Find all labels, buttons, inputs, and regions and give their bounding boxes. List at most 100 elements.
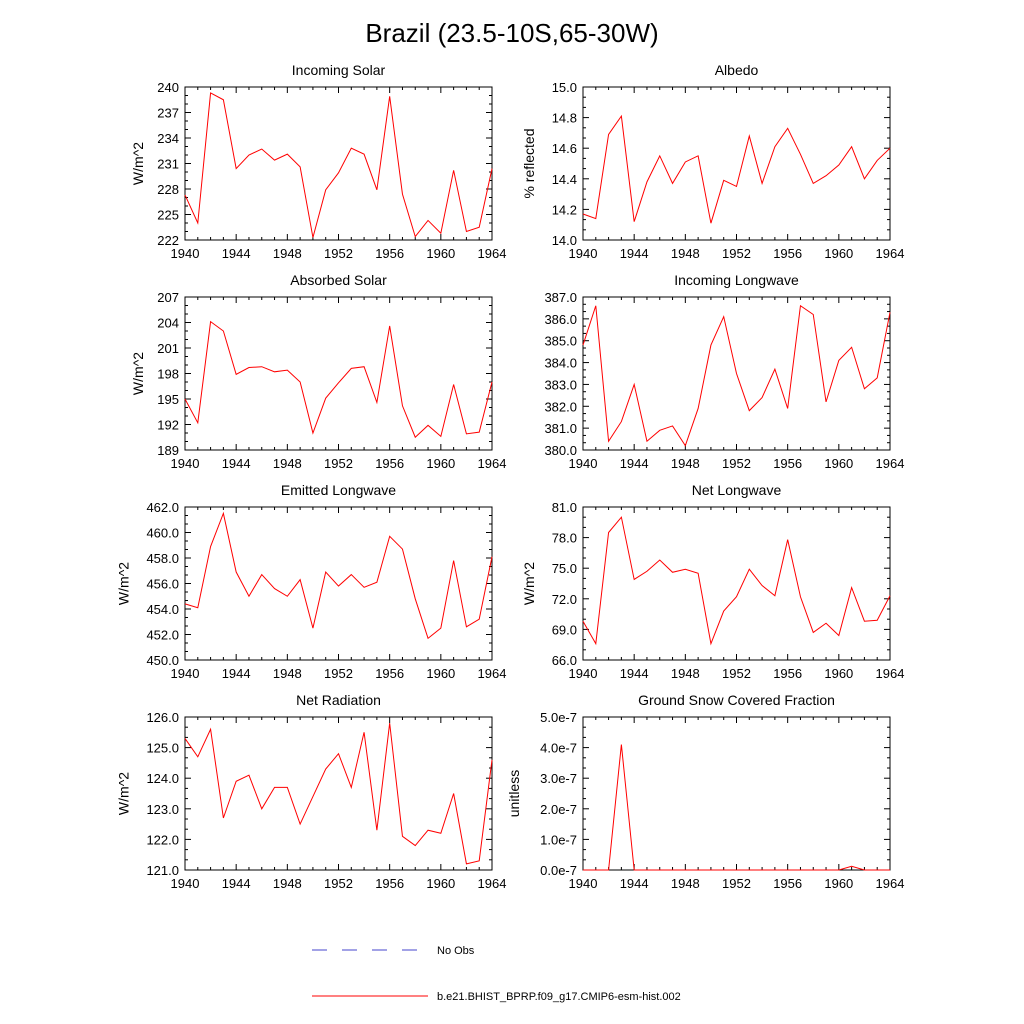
x-tick-label: 1956 [773, 666, 802, 681]
x-tick-label: 1952 [324, 876, 353, 891]
panels: Incoming Solar 1940 1944 1948 1952 1956 1960 19… [116, 62, 905, 891]
panel-net-longwave: Net Longwave 1940 1944 1948 1952 1956 1960 1964… [521, 482, 905, 681]
x-tick-label: 1956 [773, 246, 802, 261]
y-tick-label: 234 [157, 131, 179, 146]
x-tick-label: 1960 [426, 456, 455, 471]
y-axis-label: W/m^2 [130, 352, 146, 395]
panel-title: Absorbed Solar [290, 272, 387, 288]
y-tick-label: 15.0 [552, 80, 577, 95]
y-tick-label: 462.0 [146, 500, 179, 515]
x-tick-label: 1956 [375, 876, 404, 891]
x-tick-label: 1940 [171, 666, 200, 681]
x-tick-label: 1964 [478, 876, 507, 891]
x-tick-label: 1960 [426, 666, 455, 681]
plot-frame [582, 86, 891, 241]
panel-ground-snow-covered-fraction: Ground Snow Covered Fraction 1940 1944 1948… [506, 692, 904, 891]
y-tick-label: 69.0 [552, 622, 577, 637]
y-tick-label: 1.0e-7 [540, 832, 577, 847]
x-tick-label: 1956 [773, 456, 802, 471]
series-line-incoming-solar [184, 92, 493, 238]
x-tick-label: 1952 [722, 456, 751, 471]
x-tick-label: 1944 [222, 456, 251, 471]
x-tick-label: 1948 [273, 666, 302, 681]
panel-incoming-solar: Incoming Solar 1940 1944 1948 1952 1956 1960 19… [130, 62, 506, 261]
y-tick-label: 380.0 [544, 443, 577, 458]
panel-title: Incoming Solar [292, 62, 386, 78]
x-tick-label: 1960 [426, 876, 455, 891]
y-tick-label: 225 [157, 208, 179, 223]
x-tick-label: 1940 [569, 666, 598, 681]
x-tick-label: 1948 [273, 876, 302, 891]
y-tick-label: 384.0 [544, 356, 577, 371]
series-line-ground-snow-covered-fraction [583, 744, 890, 871]
panel-albedo: Albedo 1940 1944 1948 1952 1956 1960 1964 14.0 14… [521, 62, 905, 261]
panel-title: Ground Snow Covered Fraction [638, 692, 835, 708]
plot-frame [184, 506, 493, 661]
y-tick-label: 2.0e-7 [540, 802, 577, 817]
x-tick-label: 1944 [222, 666, 251, 681]
y-tick-label: 240 [157, 80, 179, 95]
y-tick-label: 14.0 [552, 233, 577, 248]
plot-frame [184, 86, 493, 241]
panel-emitted-longwave: Emitted Longwave 1940 1944 1948 1952 1956 1960… [116, 482, 507, 681]
y-tick-label: 452.0 [146, 628, 179, 643]
y-tick-label: 450.0 [146, 653, 179, 668]
y-tick-label: 198 [157, 367, 179, 382]
y-tick-label: 222 [157, 233, 179, 248]
x-tick-label: 1944 [620, 456, 649, 471]
y-tick-label: 121.0 [146, 863, 179, 878]
panel-title: Net Radiation [296, 692, 381, 708]
panel-net-radiation: Net Radiation 1940 1944 1948 1952 1956 1960 196… [116, 692, 507, 891]
y-tick-label: 81.0 [552, 500, 577, 515]
x-tick-label: 1940 [569, 456, 598, 471]
x-tick-label: 1956 [375, 666, 404, 681]
y-tick-label: 78.0 [552, 531, 577, 546]
x-tick-label: 1960 [426, 246, 455, 261]
y-tick-label: 14.2 [552, 202, 577, 217]
x-tick-label: 1952 [722, 666, 751, 681]
legend-label: No Obs [437, 945, 475, 957]
y-tick-label: 0.0e-7 [540, 863, 577, 878]
x-tick-label: 1944 [620, 876, 649, 891]
y-tick-label: 237 [157, 106, 179, 121]
x-tick-label: 1948 [273, 456, 302, 471]
x-tick-label: 1952 [324, 666, 353, 681]
x-tick-label: 1956 [773, 876, 802, 891]
y-tick-label: 122.0 [146, 832, 179, 847]
y-tick-label: 4.0e-7 [540, 741, 577, 756]
x-tick-label: 1948 [671, 246, 700, 261]
x-tick-label: 1960 [824, 666, 853, 681]
y-tick-label: 460.0 [146, 526, 179, 541]
x-tick-label: 1952 [324, 456, 353, 471]
y-tick-label: 124.0 [146, 771, 179, 786]
series-line-emitted-longwave [184, 511, 493, 640]
x-tick-label: 1952 [722, 246, 751, 261]
x-tick-label: 1964 [876, 246, 905, 261]
x-tick-label: 1944 [222, 876, 251, 891]
y-tick-label: 192 [157, 418, 179, 433]
panel-absorbed-solar: Absorbed Solar 1940 1944 1948 1952 1956 1960 19… [130, 272, 506, 471]
y-tick-label: 189 [157, 443, 179, 458]
y-tick-label: 3.0e-7 [540, 771, 577, 786]
figure-title: Brazil (23.5-10S,65-30W) [365, 18, 658, 48]
y-axis-label: W/m^2 [116, 562, 132, 605]
y-tick-label: 381.0 [544, 421, 577, 436]
y-tick-label: 75.0 [552, 561, 577, 576]
y-tick-label: 14.8 [552, 111, 577, 126]
plot-frame [582, 716, 891, 871]
panel-title: Incoming Longwave [674, 272, 799, 288]
x-tick-label: 1948 [671, 876, 700, 891]
y-tick-label: 204 [157, 316, 179, 331]
x-tick-label: 1940 [171, 246, 200, 261]
x-tick-label: 1960 [824, 456, 853, 471]
y-axis-label: unitless [506, 770, 522, 817]
x-tick-label: 1940 [569, 876, 598, 891]
x-tick-label: 1964 [876, 456, 905, 471]
x-tick-label: 1948 [671, 456, 700, 471]
x-tick-label: 1956 [375, 246, 404, 261]
x-tick-label: 1952 [324, 246, 353, 261]
y-axis-label: % reflected [521, 128, 537, 198]
x-tick-label: 1964 [478, 246, 507, 261]
y-tick-label: 125.0 [146, 741, 179, 756]
series-line-incoming-longwave [582, 304, 891, 447]
